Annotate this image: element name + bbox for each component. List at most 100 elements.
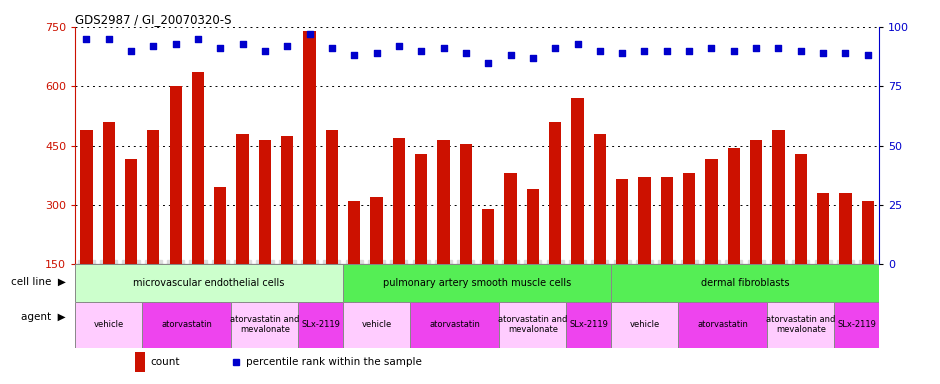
Text: vehicle: vehicle [630, 320, 660, 329]
Text: atorvastatin: atorvastatin [430, 320, 480, 329]
Point [525, 55, 540, 61]
Bar [169, 86, 181, 264]
Text: atorvastatin and
mevalonate: atorvastatin and mevalonate [766, 315, 836, 334]
Point [748, 45, 763, 51]
Bar [258, 140, 271, 264]
Bar [683, 173, 696, 264]
Point [548, 45, 563, 51]
Bar [460, 144, 472, 264]
Point [503, 52, 518, 58]
Point [391, 43, 406, 49]
Point [592, 48, 607, 54]
Bar [839, 193, 852, 264]
Point [637, 48, 652, 54]
Bar [705, 159, 717, 264]
Point [704, 45, 719, 51]
Bar [231, 302, 298, 348]
Bar [611, 302, 678, 348]
Text: pulmonary artery smooth muscle cells: pulmonary artery smooth muscle cells [383, 278, 572, 288]
Bar [505, 173, 517, 264]
Bar [549, 122, 561, 264]
Bar [728, 147, 740, 264]
Text: microvascular endothelial cells: microvascular endothelial cells [133, 278, 285, 288]
Text: agent  ▶: agent ▶ [22, 312, 66, 322]
Bar [148, 130, 160, 264]
Bar [661, 177, 673, 264]
Bar [370, 197, 383, 264]
Bar [135, 352, 145, 372]
Bar [80, 130, 92, 264]
Bar [566, 302, 611, 348]
Text: atorvastatin and
mevalonate: atorvastatin and mevalonate [230, 315, 300, 334]
Point [258, 48, 273, 54]
Bar [794, 154, 807, 264]
Text: SLx-2119: SLx-2119 [570, 320, 608, 329]
Bar [750, 140, 762, 264]
Bar [482, 209, 494, 264]
Text: SLx-2119: SLx-2119 [838, 320, 876, 329]
Text: vehicle: vehicle [94, 320, 124, 329]
Text: SLx-2119: SLx-2119 [302, 320, 340, 329]
Point [212, 45, 227, 51]
Text: atorvastatin: atorvastatin [162, 320, 212, 329]
Bar [415, 154, 428, 264]
Bar [499, 302, 566, 348]
Bar [437, 140, 449, 264]
Text: atorvastatin and
mevalonate: atorvastatin and mevalonate [498, 315, 568, 334]
Bar [343, 264, 611, 302]
Bar [192, 73, 204, 264]
Point [816, 50, 831, 56]
Bar [410, 302, 499, 348]
Point [682, 48, 697, 54]
Bar [125, 159, 137, 264]
Point [191, 36, 206, 42]
Text: GDS2987 / GI_20070320-S: GDS2987 / GI_20070320-S [75, 13, 231, 26]
Point [436, 45, 451, 51]
Point [280, 43, 295, 49]
Point [414, 48, 429, 54]
Text: percentile rank within the sample: percentile rank within the sample [245, 357, 421, 367]
Bar [611, 264, 879, 302]
Bar [834, 302, 879, 348]
Text: dermal fibroblasts: dermal fibroblasts [700, 278, 790, 288]
Point [615, 50, 630, 56]
Point [369, 50, 384, 56]
Point [302, 31, 317, 37]
Text: cell line  ▶: cell line ▶ [11, 277, 66, 287]
Bar [75, 264, 343, 302]
Bar [142, 302, 231, 348]
Bar [678, 302, 767, 348]
Bar [862, 201, 874, 264]
Point [235, 40, 250, 46]
Bar [326, 130, 338, 264]
Bar [572, 98, 584, 264]
Bar [594, 134, 606, 264]
Point [860, 52, 875, 58]
Point [123, 48, 138, 54]
Point [771, 45, 786, 51]
Bar [214, 187, 227, 264]
Point [659, 48, 674, 54]
Point [146, 43, 161, 49]
Text: atorvastatin: atorvastatin [697, 320, 748, 329]
Bar [767, 302, 835, 348]
Point [838, 50, 853, 56]
Point [102, 36, 117, 42]
Bar [343, 302, 410, 348]
Point [793, 48, 808, 54]
Bar [75, 302, 142, 348]
Bar [393, 138, 405, 264]
Point [480, 60, 495, 66]
Point [79, 36, 94, 42]
Bar [102, 122, 115, 264]
Bar [638, 177, 650, 264]
Point [324, 45, 339, 51]
Bar [237, 134, 249, 264]
Bar [616, 179, 628, 264]
Text: count: count [150, 357, 180, 367]
Point [570, 40, 585, 46]
Bar [281, 136, 293, 264]
Bar [526, 189, 539, 264]
Bar [773, 130, 785, 264]
Point [727, 48, 742, 54]
